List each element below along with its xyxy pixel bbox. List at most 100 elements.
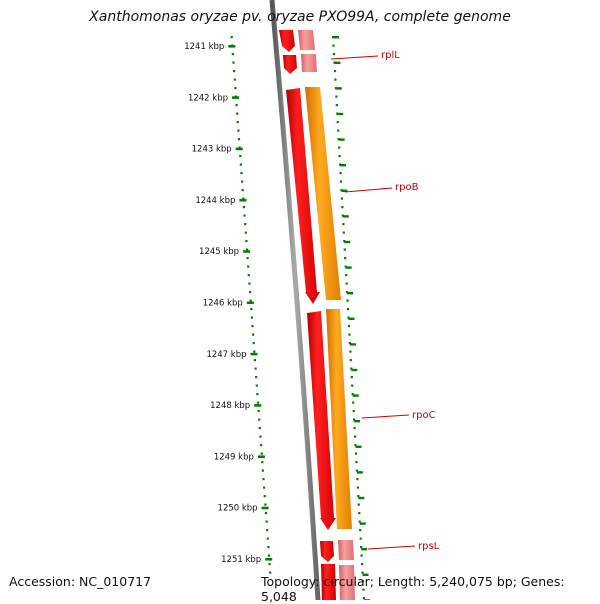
ruler-dot — [255, 376, 258, 379]
outer-tick — [345, 266, 352, 269]
outer-dot — [342, 231, 345, 234]
outer-dot — [332, 53, 336, 56]
ruler-dot — [230, 36, 233, 39]
ruler-dot — [243, 214, 246, 217]
ruler-major-tick — [239, 198, 247, 202]
ruler-major-tick — [235, 147, 243, 151]
outer-dot — [359, 537, 362, 540]
gene-label-rpoC[interactable]: rpoC — [412, 410, 436, 421]
pink-feature-rpsL-2[interactable] — [339, 565, 355, 600]
ruler-dot — [253, 359, 256, 362]
outer-dot — [346, 299, 349, 302]
ruler-dot — [259, 435, 262, 438]
gene-label-rpoB[interactable]: rpoB — [395, 182, 419, 193]
ruler-tick-label: 1249 kbp — [214, 452, 254, 462]
ruler-dot — [267, 554, 271, 557]
ruler-dot — [239, 155, 242, 158]
accession-text: Accession: NC_010717 — [9, 574, 152, 589]
ruler-dot — [247, 274, 250, 277]
outer-dot — [334, 78, 337, 81]
ruler-dot — [252, 342, 255, 345]
outer-dot — [358, 520, 361, 523]
outer-dot — [332, 44, 335, 47]
gene-arrow-rpsL[interactable] — [320, 541, 334, 562]
pink-feature-rpsL[interactable] — [338, 540, 354, 560]
outer-dot — [351, 384, 354, 387]
ruler-dot — [256, 401, 260, 404]
ruler-major-tick — [261, 506, 269, 510]
outer-dot — [347, 325, 351, 328]
outer-dot — [335, 95, 338, 98]
ruler-dot — [246, 257, 249, 260]
ruler-dot — [245, 240, 248, 243]
outer-dot — [350, 367, 353, 370]
outer-tick — [358, 496, 365, 500]
ruler-dot — [257, 410, 260, 413]
gene-arrow-rpoB[interactable] — [286, 88, 320, 304]
ruler-dot — [240, 172, 243, 175]
ruler-major-tick — [265, 558, 273, 561]
ruler-ticks: 1241 kbp 1242 kbp 1243 kbp 1244 kbp 1245 kbp… — [184, 42, 273, 565]
outer-dot — [339, 172, 342, 175]
outer-tick — [335, 87, 342, 90]
ruler-major-tick — [250, 352, 258, 356]
gene-arrow-rplL-top[interactable] — [279, 30, 295, 52]
cds-rpoC[interactable] — [326, 309, 352, 529]
ruler-dot — [263, 495, 266, 498]
ruler-dot — [236, 112, 239, 115]
outer-dot — [349, 350, 352, 353]
gene-label-rplL[interactable]: rplL — [381, 50, 400, 61]
ruler-tick-label: 1250 kbp — [218, 504, 258, 514]
gene-arrow-rpoC[interactable] — [307, 311, 336, 530]
outer-dot — [348, 342, 351, 345]
outer-dot — [342, 223, 345, 226]
gene-arrow-rpsL-2[interactable] — [321, 564, 336, 600]
outer-dot — [362, 597, 365, 600]
gene-label-rpsL[interactable]: rpsL — [418, 541, 440, 552]
ruler-dot — [258, 418, 261, 421]
gene-features — [279, 30, 355, 600]
outer-dot — [355, 469, 358, 472]
outer-tick — [333, 36, 339, 39]
ruler-dot — [248, 282, 251, 285]
outer-dot — [346, 308, 350, 311]
outer-tick — [351, 368, 358, 372]
ruler-dot — [235, 104, 238, 107]
outer-dot — [356, 486, 359, 489]
gene-arrow-rplL[interactable] — [283, 55, 297, 74]
ruler-dot — [268, 563, 271, 566]
outer-tick — [361, 548, 368, 551]
ruler-dot — [242, 197, 245, 200]
ruler-major-tick — [232, 96, 239, 99]
ruler-tick-label: 1242 kbp — [188, 93, 228, 103]
ruler-tick-label: 1248 kbp — [210, 401, 250, 411]
ruler-tick-label: 1251 kbp — [221, 555, 261, 565]
outer-dot — [361, 580, 365, 583]
outer-dot — [337, 129, 340, 132]
ruler-dot — [233, 70, 236, 73]
ruler-major-tick — [254, 404, 262, 407]
ruler-dot — [249, 299, 252, 302]
pink-feature-top[interactable] — [298, 30, 315, 50]
outer-tick — [344, 240, 351, 244]
ruler-dot — [262, 478, 265, 481]
ruler-tick-label: 1241 kbp — [184, 42, 224, 52]
outer-dot — [358, 512, 361, 515]
outer-dot — [359, 529, 362, 532]
ruler-dot — [231, 53, 234, 56]
outer-tick — [347, 292, 354, 295]
outer-dot — [352, 401, 355, 404]
outer-dot — [351, 393, 354, 396]
ruler-dot — [237, 138, 241, 141]
cds-rpoB[interactable] — [305, 87, 341, 300]
ruler-major-tick — [257, 455, 265, 458]
outer-tick — [337, 112, 344, 116]
pink-feature-rplL[interactable] — [301, 54, 317, 72]
outer-dot — [335, 104, 338, 107]
outer-dot — [343, 248, 346, 251]
ruler-dot — [264, 503, 267, 506]
outer-dot — [336, 121, 339, 124]
outer-tick — [340, 164, 346, 167]
outer-dot — [344, 257, 347, 260]
outer-dot — [361, 563, 364, 566]
